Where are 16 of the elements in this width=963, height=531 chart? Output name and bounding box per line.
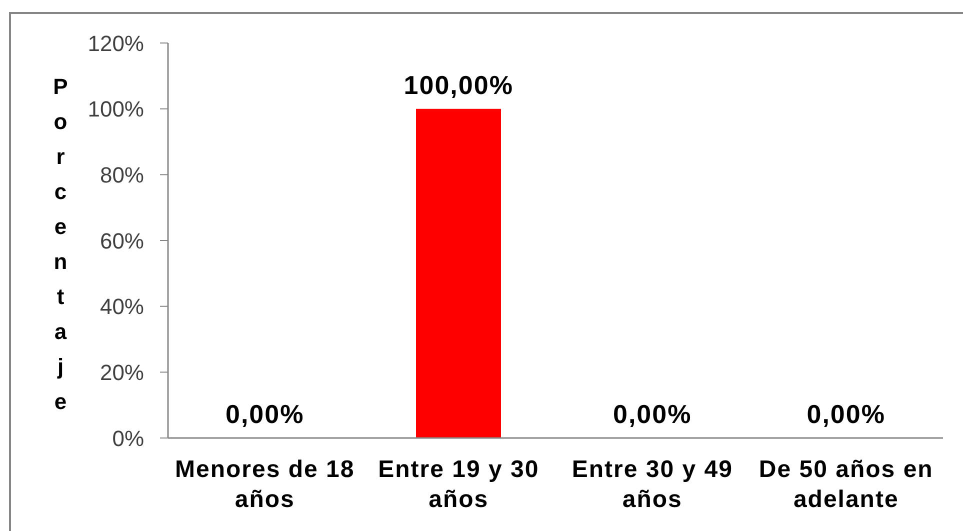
x-tick-label: Entre 19 y 30 años: [378, 456, 540, 513]
y-tick-label: 120%: [88, 30, 144, 56]
data-label: 100,00%: [404, 70, 514, 100]
y-tick-label: 60%: [100, 228, 144, 254]
y-axis-title: Porcentaje: [47, 74, 73, 424]
y-tick-label: 0%: [112, 426, 144, 451]
y-tick-label: 80%: [100, 162, 144, 188]
y-tick-label: 20%: [100, 360, 144, 385]
data-label: 0,00%: [806, 399, 886, 429]
x-tick-label: De 50 años en adelante: [758, 456, 934, 513]
x-tick-label: Menores de 18 años: [175, 456, 355, 513]
x-tick-label: Entre 30 y 49 años: [572, 456, 733, 513]
y-tick-label: 40%: [100, 294, 144, 320]
data-label: 0,00%: [226, 399, 304, 429]
y-tick-label: 100%: [88, 96, 144, 122]
data-label: 0,00%: [613, 399, 692, 429]
